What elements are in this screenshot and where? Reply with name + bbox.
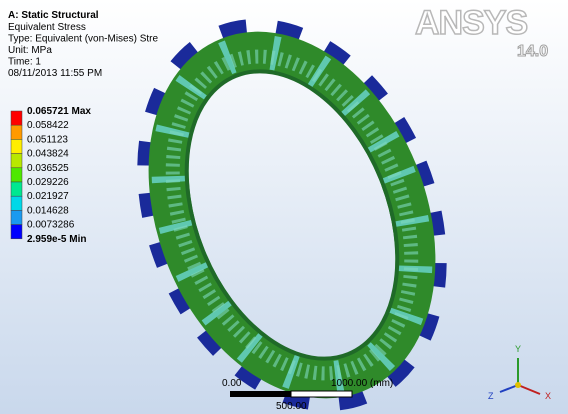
result-info-line: Unit: MPa (8, 45, 52, 56)
scale-bar-light (291, 391, 352, 397)
legend-label: 0.029226 (27, 177, 69, 188)
legend-swatch (11, 196, 22, 210)
logo-name: ANSYS (415, 4, 527, 42)
result-title: A: Static Structural (8, 10, 99, 21)
legend-label: 2.959e-5 Min (27, 234, 86, 245)
scale-start: 0.00 (222, 378, 242, 389)
scale-bar-dark (230, 391, 291, 397)
legend-swatch (11, 225, 22, 239)
triad-x-label: X (545, 391, 551, 401)
legend-swatch (11, 154, 22, 168)
legend-label: 0.065721 Max (27, 106, 91, 117)
legend-swatch (11, 168, 22, 182)
result-info-line: Equivalent Stress (8, 22, 86, 33)
legend-label: 0.0073286 (27, 220, 75, 231)
viewport: A: Static Structural Equivalent StressTy… (0, 0, 568, 414)
result-info-line: Type: Equivalent (von-Mises) Stre (8, 34, 158, 45)
logo-version: 14.0 (517, 43, 548, 60)
page: {"header": {"title": "A: Static Structur… (0, 0, 568, 414)
result-info-line: 08/11/2013 11:55 PM (8, 68, 102, 79)
legend-label: 0.043824 (27, 149, 69, 160)
legend-swatch (11, 210, 22, 224)
result-info-line: Time: 1 (8, 57, 41, 68)
triad-y-label: Y (515, 344, 521, 354)
legend-swatch (11, 139, 22, 153)
legend-label: 0.051123 (27, 134, 68, 145)
scale-middle: 500.00 (276, 401, 307, 412)
legend-label: 0.021927 (27, 191, 69, 202)
legend-swatch (11, 111, 22, 125)
triad-origin (515, 382, 521, 388)
legend-label: 0.036525 (27, 163, 69, 174)
legend-swatch (11, 182, 22, 196)
legend-label: 0.058422 (27, 120, 69, 131)
scale-end: 1000.00 (mm) (331, 378, 393, 389)
triad-z-label: Z (488, 391, 494, 401)
legend-label: 0.014628 (27, 205, 69, 216)
legend-swatch (11, 125, 22, 139)
